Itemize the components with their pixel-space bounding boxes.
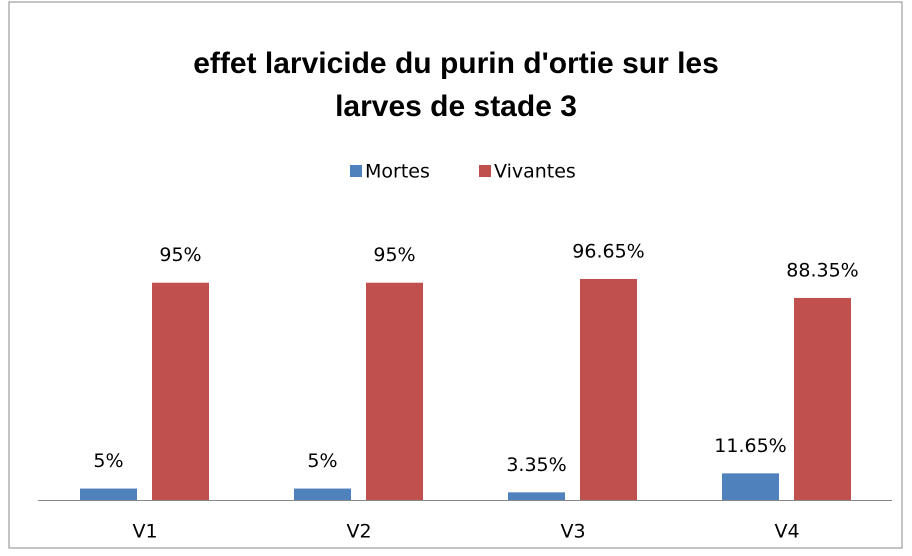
x-tick-label: V1 [132, 521, 157, 543]
legend-label: Mortes [365, 161, 430, 183]
data-label: 11.65% [714, 435, 786, 457]
chart-title: effet larvicide du purin d'ortie sur les… [193, 47, 719, 123]
bar [152, 282, 209, 500]
bar [722, 473, 779, 500]
data-label: 3.35% [506, 454, 566, 476]
bar [294, 488, 351, 500]
x-tick-label: V4 [774, 521, 799, 543]
data-label: 95% [159, 244, 201, 266]
bar [580, 278, 637, 500]
data-label: 95% [373, 244, 415, 266]
legend-label: Vivantes [494, 161, 576, 183]
x-tick-label: V2 [346, 521, 371, 543]
data-label: 5% [93, 450, 123, 472]
bar [366, 282, 423, 500]
bar [794, 297, 851, 500]
legend-swatch [479, 165, 491, 177]
legend-swatch [350, 165, 362, 177]
bar [80, 488, 137, 500]
chart-frame [8, 1, 903, 549]
data-label: 88.35% [786, 259, 858, 281]
x-tick-label: V3 [560, 521, 585, 543]
data-label: 96.65% [572, 240, 644, 262]
data-label: 5% [307, 450, 337, 472]
bar [508, 492, 565, 500]
